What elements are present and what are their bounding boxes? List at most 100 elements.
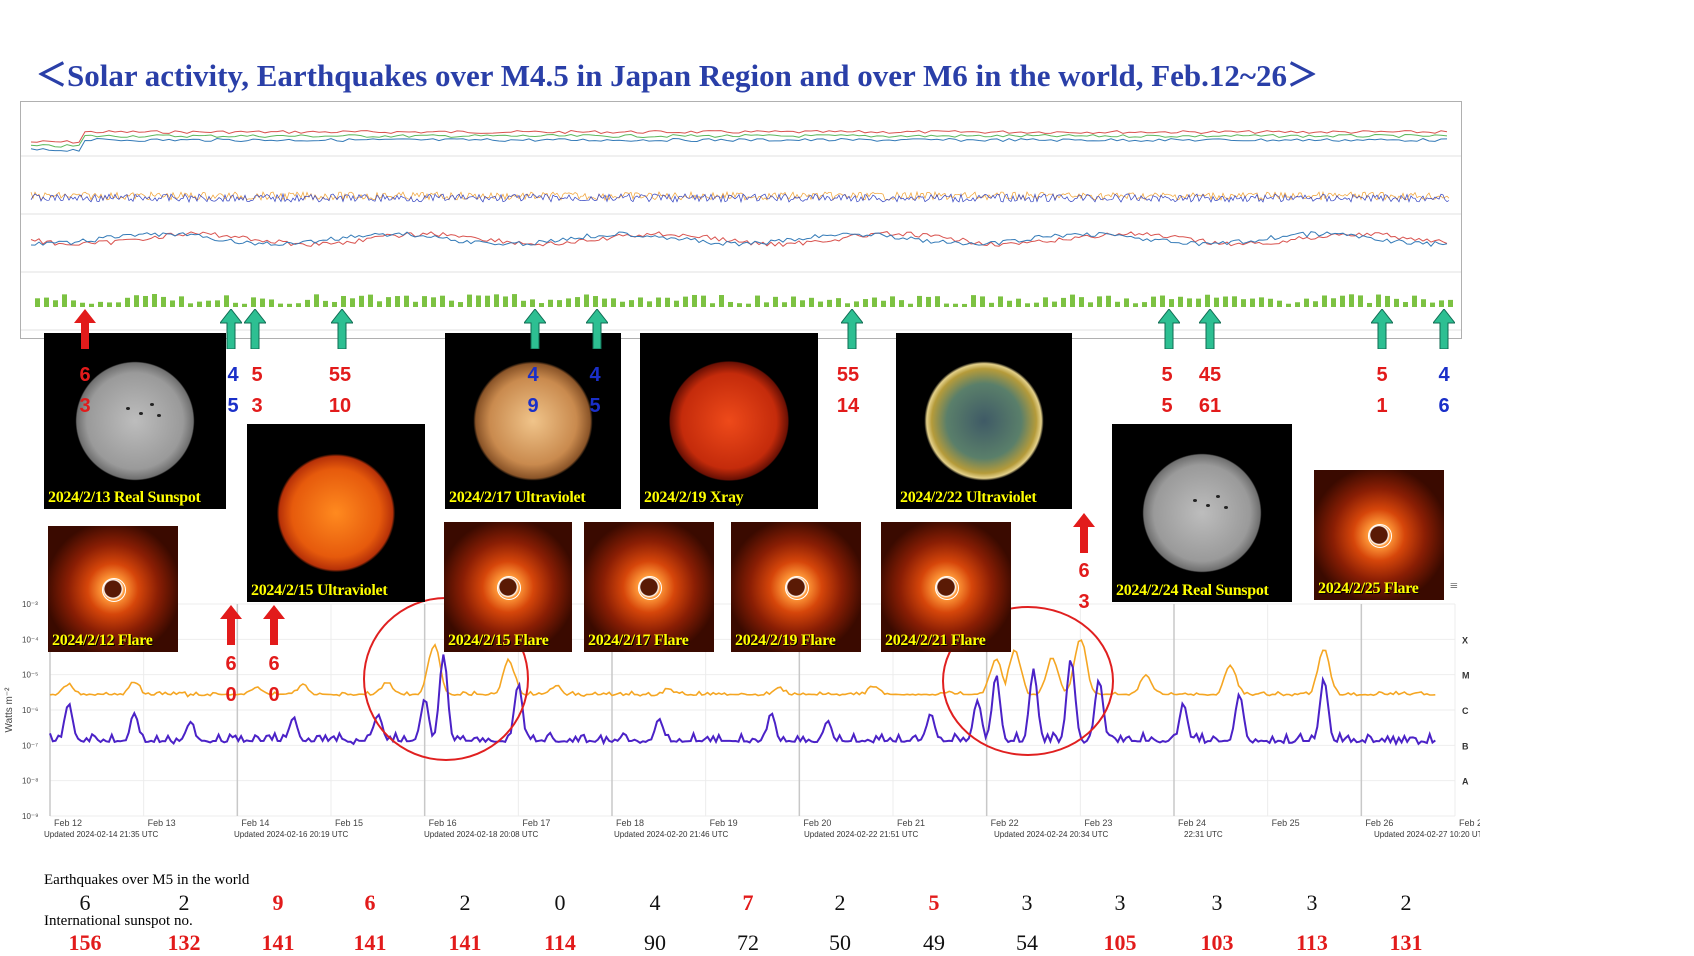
japan-quake-arrow-icon <box>218 308 244 350</box>
world-quake-count: 2 <box>834 890 846 915</box>
quake-magnitude-label: 6 <box>268 653 280 675</box>
sunspot-dot <box>1223 505 1228 509</box>
sunspot-row-label: International sunspot no. <box>44 913 193 929</box>
occulter-ring <box>1368 524 1392 548</box>
quake-magnitude-label: 6 <box>1438 395 1450 417</box>
sunspot-number: 49 <box>923 930 945 955</box>
quake-magnitude-label: 10 <box>328 395 352 417</box>
x-tick-label: Feb 16 <box>429 818 457 828</box>
x-tick-label: Feb 24 <box>1178 818 1206 828</box>
quake-magnitude-label: 4 <box>227 364 239 386</box>
y-tick-label: 10⁻⁸ <box>22 777 39 786</box>
world-quake-count: 3 <box>1021 890 1033 915</box>
short-wavelength-flux-line <box>49 654 1436 747</box>
world-quake-count: 5 <box>928 890 940 915</box>
y-tick-label: 10⁻⁹ <box>22 812 39 821</box>
solar-disk-image: 2024/2/15 Ultraviolet <box>247 424 425 602</box>
sunspot-number: 114 <box>544 930 576 955</box>
x-tick-label: Feb 18 <box>616 818 644 828</box>
quake-magnitude-label: 6 <box>225 653 237 675</box>
quake-magnitude-label: 5 <box>1161 395 1173 417</box>
quake-magnitude-label: 3 <box>1078 591 1090 613</box>
quake-magnitude-label: 9 <box>527 395 539 417</box>
solar-disk-image: 2024/2/24 Real Sunspot <box>1112 424 1292 602</box>
flare-coronagraph-image: 2024/2/15 Flare <box>444 522 572 652</box>
occulter-ring <box>102 578 126 602</box>
image-caption: 2024/2/22 Ultraviolet <box>900 489 1037 506</box>
sunspot-number: 103 <box>1200 930 1234 955</box>
sunspot-number: 113 <box>1296 930 1328 955</box>
japan-quake-arrow-icon <box>1431 308 1457 350</box>
space-weather-plots <box>21 129 1461 331</box>
flare-class-label: A <box>1462 777 1469 787</box>
updated-timestamp: Updated 2024-02-16 20:19 UTC <box>234 830 349 839</box>
world-quake-count: 4 <box>649 890 661 915</box>
x-tick-label: Feb 27 <box>1459 818 1480 828</box>
world-quake-count: 0 <box>554 890 566 915</box>
sunspot-dot <box>156 413 161 417</box>
japan-quake-arrow-icon <box>584 308 610 350</box>
japan-quake-arrow-icon <box>1369 308 1395 350</box>
occulter-ring <box>935 576 959 600</box>
sunspot-number: 132 <box>167 930 201 955</box>
x-tick-label: Feb 21 <box>897 818 925 828</box>
flare-highlight-ring <box>942 606 1114 756</box>
quake-magnitude-label: 3 <box>79 395 91 417</box>
image-caption: 2024/2/17 Flare <box>588 632 689 649</box>
occulter-ring <box>638 576 662 600</box>
flare-coronagraph-image: 2024/2/21 Flare <box>881 522 1011 652</box>
x-tick-label: Feb 22 <box>991 818 1019 828</box>
quakes-row-label: Earthquakes over M5 in the world <box>44 872 250 888</box>
quake-magnitude-label: 0 <box>225 684 237 706</box>
page-title: ＜Solar activity, Earthquakes over M4.5 i… <box>36 58 1319 93</box>
quake-magnitude-label: 4 <box>589 364 601 386</box>
x-tick-label: Feb 25 <box>1272 818 1300 828</box>
updated-timestamp: Updated 2024-02-14 21:35 UTC <box>44 830 159 839</box>
sunspot-dot <box>149 403 154 407</box>
x-tick-label: Feb 20 <box>803 818 831 828</box>
sunspot-dot <box>125 406 130 410</box>
occulter-ring <box>497 576 521 600</box>
updated-timestamp: Updated 2024-02-27 10:20 UTC <box>1374 830 1480 839</box>
japan-quake-arrow-icon <box>242 308 268 350</box>
japan-quake-arrow-icon <box>1197 308 1223 350</box>
sunspot-dot <box>138 412 143 416</box>
sunspot-number: 141 <box>448 930 482 955</box>
japan-quake-arrow-icon <box>1156 308 1182 350</box>
x-tick-label: Feb 14 <box>241 818 269 828</box>
quake-magnitude-label: 3 <box>251 395 263 417</box>
updated-timestamp: Updated 2024-02-20 21:46 UTC <box>614 830 729 839</box>
quake-magnitude-label: 5 <box>1161 364 1173 386</box>
long-wavelength-flux-line <box>49 638 1436 698</box>
solar-disk-image: 2024/2/17 Ultraviolet <box>445 333 621 509</box>
quake-magnitude-label: 5 <box>251 364 263 386</box>
image-caption: 2024/2/24 Real Sunspot <box>1116 582 1269 599</box>
flare-class-label: M <box>1462 671 1470 681</box>
flare-class-label: B <box>1462 741 1469 751</box>
updated-timestamp: Updated 2024-02-22 21:51 UTC <box>804 830 919 839</box>
image-caption: 2024/2/25 Flare <box>1318 580 1419 597</box>
chart-menu-icon: ≡ <box>1450 579 1458 594</box>
world-quake-count: 7 <box>742 890 754 915</box>
space-weather-panel <box>20 101 1462 339</box>
world-quake-count: 3 <box>1211 890 1223 915</box>
solar-disk-image: 2024/2/19 Xray <box>640 333 818 509</box>
quake-magnitude-label: 4 <box>1438 364 1450 386</box>
image-caption: 2024/2/19 Xray <box>644 489 744 506</box>
image-caption: 2024/2/13 Real Sunspot <box>48 489 201 506</box>
image-caption: 2024/2/15 Flare <box>448 632 549 649</box>
world-quake-count: 3 <box>1114 890 1126 915</box>
x-tick-label: Feb 26 <box>1365 818 1393 828</box>
sunspot-number: 131 <box>1389 930 1423 955</box>
world-quake-arrow-icon <box>220 605 242 645</box>
quake-count-row: 6 2 9 6 2 0 4 7 2 5 3 3 3 3 2 <box>0 890 1694 916</box>
x-tick-label: Feb 15 <box>335 818 363 828</box>
image-caption: 2024/2/15 Ultraviolet <box>251 582 388 599</box>
quake-magnitude-label: 45 <box>1198 364 1222 386</box>
y-tick-label: 10⁻⁵ <box>22 671 38 680</box>
sunspot-count-row: 156 132 141 141 141 114 90 72 50 49 54 105 103 113 131 <box>0 930 1694 955</box>
quake-magnitude-label: 5 <box>1376 364 1388 386</box>
flare-class-label: C <box>1462 706 1469 716</box>
quake-magnitude-label: 14 <box>836 395 860 417</box>
flare-class-label: X <box>1462 635 1468 645</box>
